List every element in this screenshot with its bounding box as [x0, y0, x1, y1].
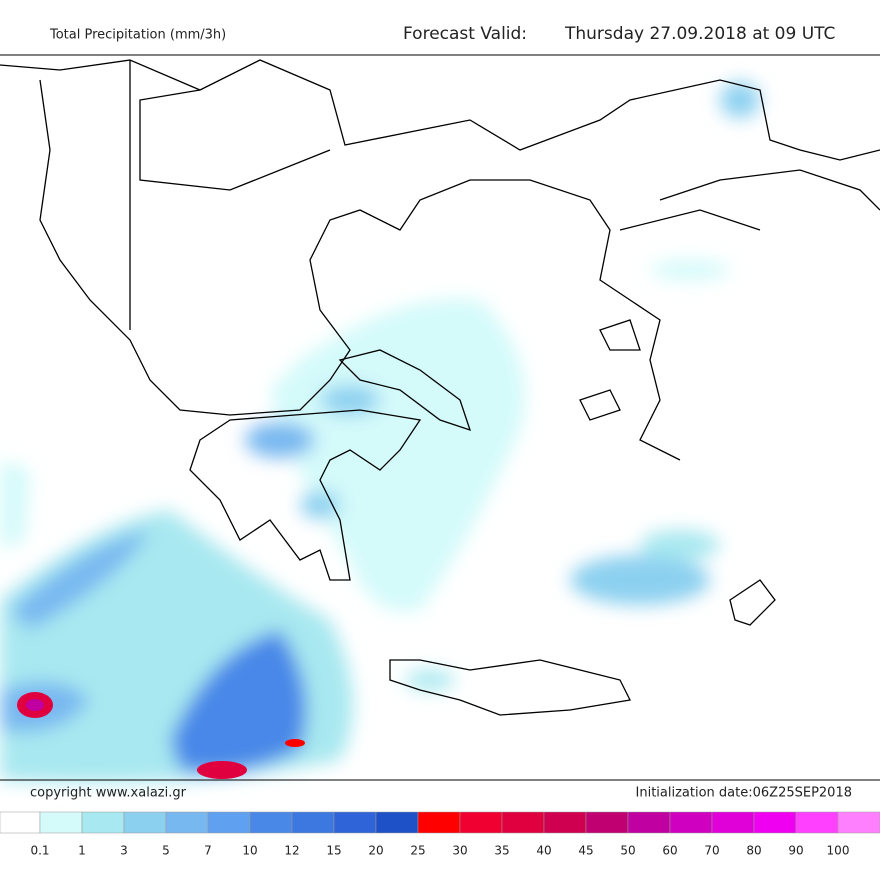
legend-swatch: [123, 811, 167, 834]
legend-swatch: [627, 811, 671, 834]
legend-label: 20: [368, 844, 383, 858]
legend-swatch: [333, 811, 377, 834]
legend-label: 60: [662, 844, 677, 858]
legend-swatch: [165, 811, 209, 834]
legend-label: 45: [578, 844, 593, 858]
legend-label: 100: [827, 844, 850, 858]
legend-label: 25: [410, 844, 425, 858]
legend-swatch: [753, 811, 797, 834]
legend-label: 0.1: [30, 844, 49, 858]
map-title: Total Precipitation (mm/3h): [49, 28, 226, 43]
valid-label: Forecast Valid:: [403, 24, 527, 44]
legend-label: 10: [242, 844, 257, 858]
legend-swatch: [0, 811, 41, 834]
legend-swatch: [543, 811, 587, 834]
legend-label: 30: [452, 844, 467, 858]
legend-label: 35: [494, 844, 509, 858]
legend-swatch: [669, 811, 713, 834]
legend-label: 15: [326, 844, 341, 858]
copyright: copyright www.xalazi.gr: [30, 786, 187, 801]
legend-swatch: [459, 811, 503, 834]
legend-swatch: [501, 811, 545, 834]
legend-label: 1: [78, 844, 86, 858]
legend-swatch: [837, 811, 880, 834]
heavy-cells: [17, 692, 305, 779]
legend-label: 90: [788, 844, 803, 858]
color-legend: 0.1 1 3 5 7 10 12 15 20 25 30 35 40 45 50 60 70 80 90 100: [0, 811, 880, 858]
legend-label: 12: [284, 844, 299, 858]
legend-label: 80: [746, 844, 761, 858]
legend-label: 40: [536, 844, 551, 858]
legend-swatch: [711, 811, 755, 834]
legend-swatch: [81, 811, 125, 834]
legend-swatch: [795, 811, 839, 834]
legend-swatch: [375, 811, 419, 834]
legend-swatch: [207, 811, 251, 834]
valid-time: Thursday 27.09.2018 at 09 UTC: [564, 24, 835, 44]
legend-label: 5: [162, 844, 170, 858]
legend-label: 7: [204, 844, 212, 858]
legend-swatch: [39, 811, 83, 834]
precipitation-field: [0, 82, 760, 783]
legend-swatch: [585, 811, 629, 834]
legend-swatch: [249, 811, 293, 834]
legend-swatch: [417, 811, 461, 834]
legend-label: 3: [120, 844, 128, 858]
coastlines: [0, 59, 880, 716]
initialization: Initialization date:06Z25SEP2018: [636, 786, 852, 801]
legend-swatch: [291, 811, 335, 834]
legend-label: 70: [704, 844, 719, 858]
legend-label: 50: [620, 844, 635, 858]
